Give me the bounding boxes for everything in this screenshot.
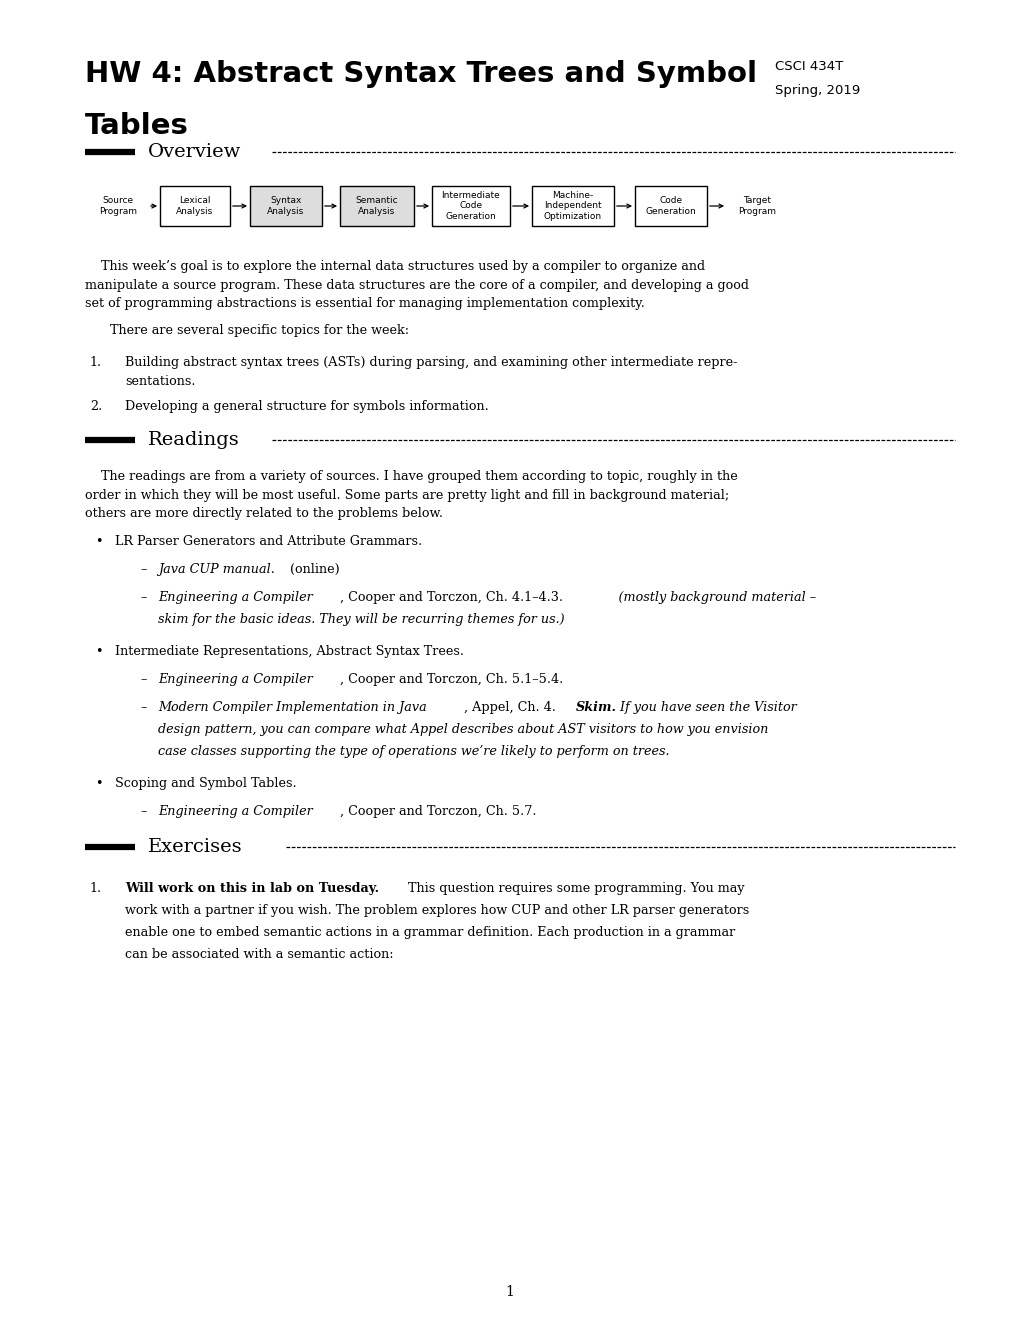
Text: There are several specific topics for the week:: There are several specific topics for th… xyxy=(110,323,409,337)
Text: , Cooper and Torczon, Ch. 5.1–5.4.: , Cooper and Torczon, Ch. 5.1–5.4. xyxy=(339,673,562,686)
Bar xyxy=(635,186,706,226)
Text: Spring, 2019: Spring, 2019 xyxy=(774,84,859,96)
Text: (mostly background material –: (mostly background material – xyxy=(607,591,815,605)
Bar xyxy=(432,186,510,226)
Text: Scoping and Symbol Tables.: Scoping and Symbol Tables. xyxy=(115,777,297,789)
Bar xyxy=(532,186,613,226)
Text: LR Parser Generators and Attribute Grammars.: LR Parser Generators and Attribute Gramm… xyxy=(115,535,422,548)
Bar xyxy=(339,186,414,226)
Text: Java CUP manual.: Java CUP manual. xyxy=(158,564,274,576)
Text: –: – xyxy=(140,591,147,605)
Text: (online): (online) xyxy=(285,564,339,576)
Text: HW 4: Abstract Syntax Trees and Symbol: HW 4: Abstract Syntax Trees and Symbol xyxy=(85,59,756,88)
Text: Source
Program: Source Program xyxy=(99,197,137,216)
Text: Semantic
Analysis: Semantic Analysis xyxy=(356,197,398,216)
Text: 1.: 1. xyxy=(90,882,102,895)
Bar xyxy=(160,186,229,226)
Text: design pattern, you can compare what Appel describes about AST visitors to how y: design pattern, you can compare what App… xyxy=(158,723,767,737)
Text: •: • xyxy=(95,645,102,657)
Text: This week’s goal is to explore the internal data structures used by a compiler t: This week’s goal is to explore the inter… xyxy=(85,260,748,310)
Text: •: • xyxy=(95,535,102,548)
Text: , Cooper and Torczon, Ch. 5.7.: , Cooper and Torczon, Ch. 5.7. xyxy=(339,805,536,818)
Text: Modern Compiler Implementation in Java: Modern Compiler Implementation in Java xyxy=(158,701,426,714)
Text: –: – xyxy=(140,701,147,714)
Text: This question requires some programming. You may: This question requires some programming.… xyxy=(404,882,744,895)
Text: Intermediate
Code
Generation: Intermediate Code Generation xyxy=(441,191,500,222)
Text: 1: 1 xyxy=(505,1284,514,1299)
Text: Syntax
Analysis: Syntax Analysis xyxy=(267,197,305,216)
Text: 2.: 2. xyxy=(90,400,102,413)
Text: skim for the basic ideas. They will be recurring themes for us.): skim for the basic ideas. They will be r… xyxy=(158,612,565,626)
Text: CSCI 434T: CSCI 434T xyxy=(774,59,843,73)
Text: Will work on this in lab on Tuesday.: Will work on this in lab on Tuesday. xyxy=(125,882,379,895)
Text: Developing a general structure for symbols information.: Developing a general structure for symbo… xyxy=(125,400,488,413)
Text: work with a partner if you wish. The problem explores how CUP and other LR parse: work with a partner if you wish. The pro… xyxy=(125,904,749,917)
Text: The readings are from a variety of sources. I have grouped them according to top: The readings are from a variety of sourc… xyxy=(85,470,737,520)
Text: Readings: Readings xyxy=(148,432,239,449)
Text: Overview: Overview xyxy=(148,143,242,161)
Text: enable one to embed semantic actions in a grammar definition. Each production in: enable one to embed semantic actions in … xyxy=(125,927,735,939)
Text: Code
Generation: Code Generation xyxy=(645,197,696,216)
Text: –: – xyxy=(140,805,147,818)
Text: , Appel, Ch. 4.: , Appel, Ch. 4. xyxy=(464,701,559,714)
Text: Engineering a Compiler: Engineering a Compiler xyxy=(158,673,313,686)
Text: –: – xyxy=(140,564,147,576)
Text: Skim.: Skim. xyxy=(576,701,616,714)
Text: 1.: 1. xyxy=(90,356,102,370)
Text: Lexical
Analysis: Lexical Analysis xyxy=(176,197,213,216)
Text: If you have seen the Visitor: If you have seen the Visitor xyxy=(615,701,796,714)
Bar xyxy=(250,186,322,226)
Text: Machine-
Independent
Optimization: Machine- Independent Optimization xyxy=(543,191,601,222)
Text: –: – xyxy=(140,673,147,686)
Text: Target
Program: Target Program xyxy=(738,197,775,216)
Text: Intermediate Representations, Abstract Syntax Trees.: Intermediate Representations, Abstract S… xyxy=(115,645,464,657)
Text: , Cooper and Torczon, Ch. 4.1–4.3.: , Cooper and Torczon, Ch. 4.1–4.3. xyxy=(339,591,562,605)
Text: Tables: Tables xyxy=(85,112,189,140)
Text: Engineering a Compiler: Engineering a Compiler xyxy=(158,805,313,818)
Text: Exercises: Exercises xyxy=(148,838,243,855)
Text: case classes supporting the type of operations we’re likely to perform on trees.: case classes supporting the type of oper… xyxy=(158,744,668,758)
Text: Engineering a Compiler: Engineering a Compiler xyxy=(158,591,313,605)
Text: •: • xyxy=(95,777,102,789)
Text: can be associated with a semantic action:: can be associated with a semantic action… xyxy=(125,948,393,961)
Text: Building abstract syntax trees (ASTs) during parsing, and examining other interm: Building abstract syntax trees (ASTs) du… xyxy=(125,356,737,388)
